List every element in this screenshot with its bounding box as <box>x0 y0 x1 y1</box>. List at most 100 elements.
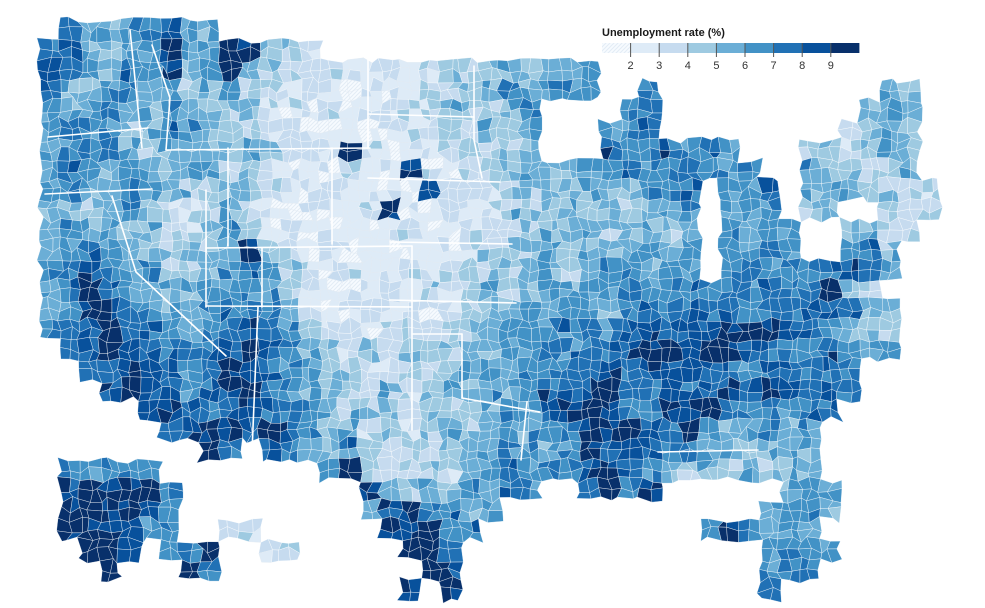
county-shape <box>288 367 304 378</box>
county-shape <box>738 529 750 543</box>
county-shape <box>591 157 604 173</box>
county-shape <box>547 79 563 91</box>
county-shape <box>797 139 808 148</box>
county-shape <box>359 157 373 174</box>
state-border-line <box>367 177 501 183</box>
county-shape <box>297 437 312 451</box>
county-shape <box>921 177 934 193</box>
county-shape <box>469 229 483 244</box>
county-shape <box>39 268 50 283</box>
county-shape <box>716 177 729 194</box>
county-shape <box>129 546 142 564</box>
county-shape <box>288 546 301 561</box>
county-shape <box>647 186 663 201</box>
county-shape <box>618 398 634 408</box>
state-border-line <box>205 305 413 308</box>
county-shape <box>260 217 272 228</box>
county-shape <box>100 298 113 313</box>
state-border-line <box>367 113 475 118</box>
county-shape <box>310 436 324 452</box>
county-shape <box>476 248 490 263</box>
county-shape <box>869 280 882 292</box>
county-shape <box>249 338 260 353</box>
county-shape <box>67 16 84 28</box>
county-shape <box>269 207 281 219</box>
county-shape <box>38 319 53 330</box>
county-shape <box>348 268 362 280</box>
county-shape <box>519 187 533 200</box>
county-shape <box>661 470 673 484</box>
county-shape <box>176 541 194 553</box>
county-shape <box>529 128 543 142</box>
county-shape <box>779 489 789 504</box>
county-shape <box>168 357 179 373</box>
county-shape <box>779 310 794 322</box>
county-shape <box>277 286 293 301</box>
county-shape <box>720 276 733 293</box>
county-shape <box>281 117 294 131</box>
county-shape <box>799 183 812 190</box>
legend-tick-label: 3 <box>656 60 662 72</box>
county-shape <box>450 587 464 601</box>
county-shape <box>358 190 371 203</box>
county-shape <box>468 400 483 414</box>
county-shape <box>389 98 398 111</box>
state-border-line <box>389 241 513 245</box>
county-shape <box>58 126 73 141</box>
county-shape <box>140 376 154 394</box>
county-shape <box>59 347 71 360</box>
legend-swatch <box>716 43 745 53</box>
county-shape <box>56 476 72 493</box>
county-shape <box>366 416 382 433</box>
county-shape <box>409 591 420 602</box>
county-shape <box>826 548 843 564</box>
county-shape <box>667 200 683 212</box>
county-shape <box>211 150 220 162</box>
county-shape <box>529 488 543 500</box>
county-shape <box>358 406 369 420</box>
county-shape <box>111 68 121 82</box>
county-shape <box>329 68 344 81</box>
county-shape <box>636 487 653 503</box>
county-shape <box>207 300 222 314</box>
county-shape <box>477 142 493 152</box>
county-shape <box>427 126 440 141</box>
county-shape <box>469 532 484 544</box>
county-shape <box>408 99 421 110</box>
county-shape <box>738 226 752 244</box>
county-shape <box>339 118 354 131</box>
county-shape <box>308 387 323 402</box>
county-shape <box>39 296 49 310</box>
county-shape <box>386 371 400 384</box>
county-shape <box>318 277 328 291</box>
state-borders-layer <box>44 29 759 461</box>
county-shape <box>230 341 243 352</box>
county-shape <box>548 88 563 102</box>
county-shape <box>818 257 834 273</box>
county-shape <box>266 357 281 374</box>
county-shape <box>182 239 190 251</box>
county-shape <box>652 379 662 389</box>
county-shape <box>650 487 664 503</box>
county-shape <box>238 518 254 534</box>
legend-tick-label: 9 <box>828 60 834 72</box>
county-shape <box>676 469 694 481</box>
county-shape <box>576 170 592 178</box>
county-shape <box>448 547 464 563</box>
county-shape <box>426 261 442 271</box>
county-shape <box>680 366 694 383</box>
county-shape <box>529 116 543 132</box>
county-shape <box>59 287 71 303</box>
county-shape <box>769 376 780 391</box>
county-shape <box>306 261 320 270</box>
county-shape <box>629 446 644 460</box>
state-border-line <box>151 44 171 151</box>
county-shape <box>518 179 534 188</box>
county-shape <box>598 487 613 501</box>
county-shape <box>36 259 49 271</box>
county-shape <box>360 510 373 520</box>
state-border-line <box>129 29 143 149</box>
county-shape <box>367 377 381 391</box>
county-shape <box>929 206 943 221</box>
state-border-line <box>251 306 259 453</box>
